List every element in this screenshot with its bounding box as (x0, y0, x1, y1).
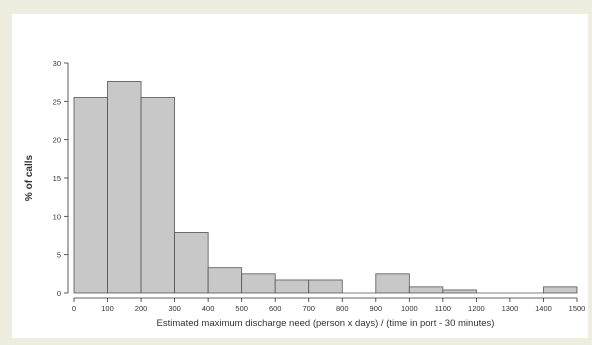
x-tick-label: 1000 (401, 304, 418, 313)
histogram-bar (107, 81, 142, 294)
histogram-bar (174, 232, 209, 294)
y-tick-label: 10 (53, 212, 61, 221)
x-tick-label: 0 (72, 304, 76, 313)
y-tick-label: 5 (57, 251, 61, 260)
y-tick-label: 30 (53, 59, 61, 68)
x-tick-label: 1500 (569, 304, 586, 313)
x-tick-label: 500 (235, 304, 248, 313)
histogram-bar (140, 97, 175, 294)
x-axis-label: Estimated maximum discharge need (person… (157, 318, 495, 329)
histogram-chart: 0 5 10 15 20 25 30 0 100 200 300 400 500 600 700 800 90… (24, 59, 586, 329)
x-tick-label: 900 (370, 304, 383, 313)
x-tick-label: 400 (202, 304, 215, 313)
bars-group (73, 81, 578, 294)
histogram-bar (375, 273, 410, 294)
y-axis-label: % of calls (24, 155, 35, 202)
x-axis: 0 100 200 300 400 500 600 700 800 900 1000 1100 1200… (72, 297, 586, 313)
histogram-bar (207, 267, 243, 294)
histogram-bar (274, 279, 310, 294)
x-tick-label: 1100 (435, 304, 451, 313)
x-tick-label: 1200 (468, 304, 485, 313)
x-tick-label: 1400 (535, 304, 552, 313)
x-tick-label: 1300 (502, 304, 519, 313)
x-tick-label: 300 (168, 304, 181, 313)
x-tick-label: 200 (135, 304, 148, 313)
histogram-bar (308, 279, 343, 294)
histogram-bar (73, 97, 108, 294)
histogram-bar (543, 286, 578, 294)
histogram-bar (241, 273, 276, 294)
y-axis: 0 5 10 15 20 25 30 (53, 59, 69, 298)
histogram-bar (442, 289, 477, 294)
y-tick-label: 15 (53, 174, 61, 183)
x-tick-label: 700 (302, 304, 315, 313)
x-tick-label: 100 (101, 304, 114, 313)
y-tick-label: 25 (53, 97, 61, 106)
chart-figure: 0 5 10 15 20 25 30 0 100 200 300 400 500 600 700 800 90… (12, 14, 588, 338)
y-tick-label: 0 (57, 289, 61, 298)
y-tick-label: 20 (53, 136, 61, 145)
x-tick-label: 600 (269, 304, 282, 313)
histogram-bar (408, 286, 444, 294)
x-tick-label: 800 (336, 304, 349, 313)
